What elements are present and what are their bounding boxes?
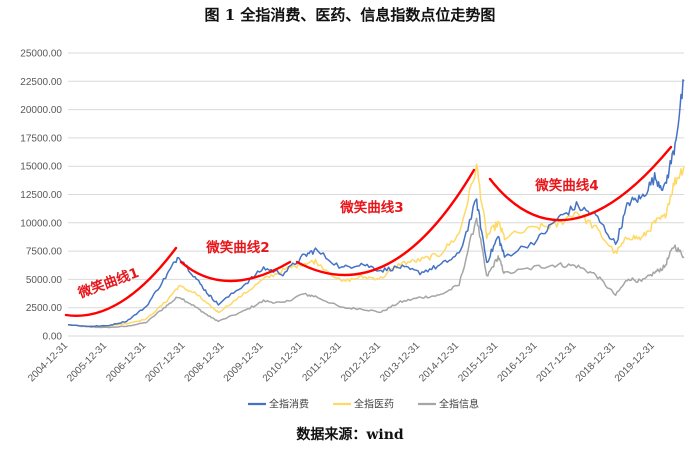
- y-tick-label: 7500.00: [26, 247, 63, 258]
- annotation-smile-2: 微笑曲线2: [205, 239, 269, 256]
- series-lines: [67, 79, 685, 329]
- y-tick-label: 10000.00: [20, 218, 62, 229]
- x-tick-label: 2010-12-31: [261, 340, 305, 384]
- x-tick-label: 2008-12-31: [183, 340, 227, 384]
- y-tick-label: 2500.00: [26, 303, 63, 314]
- x-tick-label: 2011-12-31: [300, 340, 344, 384]
- chart-title: 图 1 全指消费、医药、信息指数点位走势图: [204, 6, 496, 24]
- x-axis-ticks: 2004-12-312005-12-312006-12-312007-12-31…: [26, 340, 657, 384]
- smile-curve-3: [295, 168, 476, 277]
- x-tick-label: 2007-12-31: [143, 340, 187, 384]
- y-tick-label: 0.00: [43, 332, 63, 343]
- smile-curve-1: [64, 246, 178, 317]
- x-tick-label: 2018-12-31: [574, 340, 618, 384]
- line-chart: 0.00 2500.00 5000.00 7500.00 10000.00 12500.0…: [20, 49, 685, 411]
- x-tick-label: 2013-12-31: [378, 340, 422, 384]
- y-tick-label: 17500.00: [20, 133, 62, 144]
- smile-curve-4: [488, 145, 673, 222]
- series-line-3: [67, 217, 685, 329]
- legend-label: 全指消费: [269, 398, 309, 411]
- x-tick-label: 2012-12-31: [339, 340, 383, 384]
- y-axis-ticks: 0.00 2500.00 5000.00 7500.00 10000.00 12500.0…: [20, 49, 62, 343]
- x-tick-label: 2017-12-31: [535, 340, 579, 384]
- series-line-1: [67, 79, 685, 328]
- annotation-smile-3: 微笑曲线3: [339, 199, 403, 216]
- legend-label: 全指医药: [354, 398, 394, 411]
- y-tick-label: 20000.00: [20, 105, 62, 116]
- smile-curves: [64, 145, 673, 317]
- annotation-smile-4: 微笑曲线4: [534, 177, 598, 194]
- x-tick-label: 2005-12-31: [65, 340, 109, 384]
- y-tick-label: 22500.00: [20, 77, 62, 88]
- y-tick-label: 12500.00: [20, 190, 62, 201]
- x-tick-label: 2014-12-31: [417, 340, 461, 384]
- gridlines: [68, 52, 684, 337]
- data-source: 数据来源：wind: [296, 427, 404, 443]
- legend-label: 全指信息: [439, 398, 479, 411]
- x-tick-label: 2009-12-31: [222, 340, 266, 384]
- x-tick-label: 2016-12-31: [496, 340, 540, 384]
- y-tick-label: 5000.00: [26, 275, 63, 286]
- y-tick-label: 15000.00: [20, 162, 62, 173]
- x-tick-label: 2004-12-31: [26, 340, 70, 384]
- legend: 全指消费 全指医药 全指信息: [248, 398, 479, 411]
- x-tick-label: 2006-12-31: [104, 340, 148, 384]
- series-line-2: [67, 163, 685, 328]
- smile-curve-2: [179, 260, 292, 283]
- x-tick-label: 2015-12-31: [456, 340, 500, 384]
- x-tick-label: 2019-12-31: [613, 340, 657, 384]
- y-tick-label: 25000.00: [20, 49, 62, 60]
